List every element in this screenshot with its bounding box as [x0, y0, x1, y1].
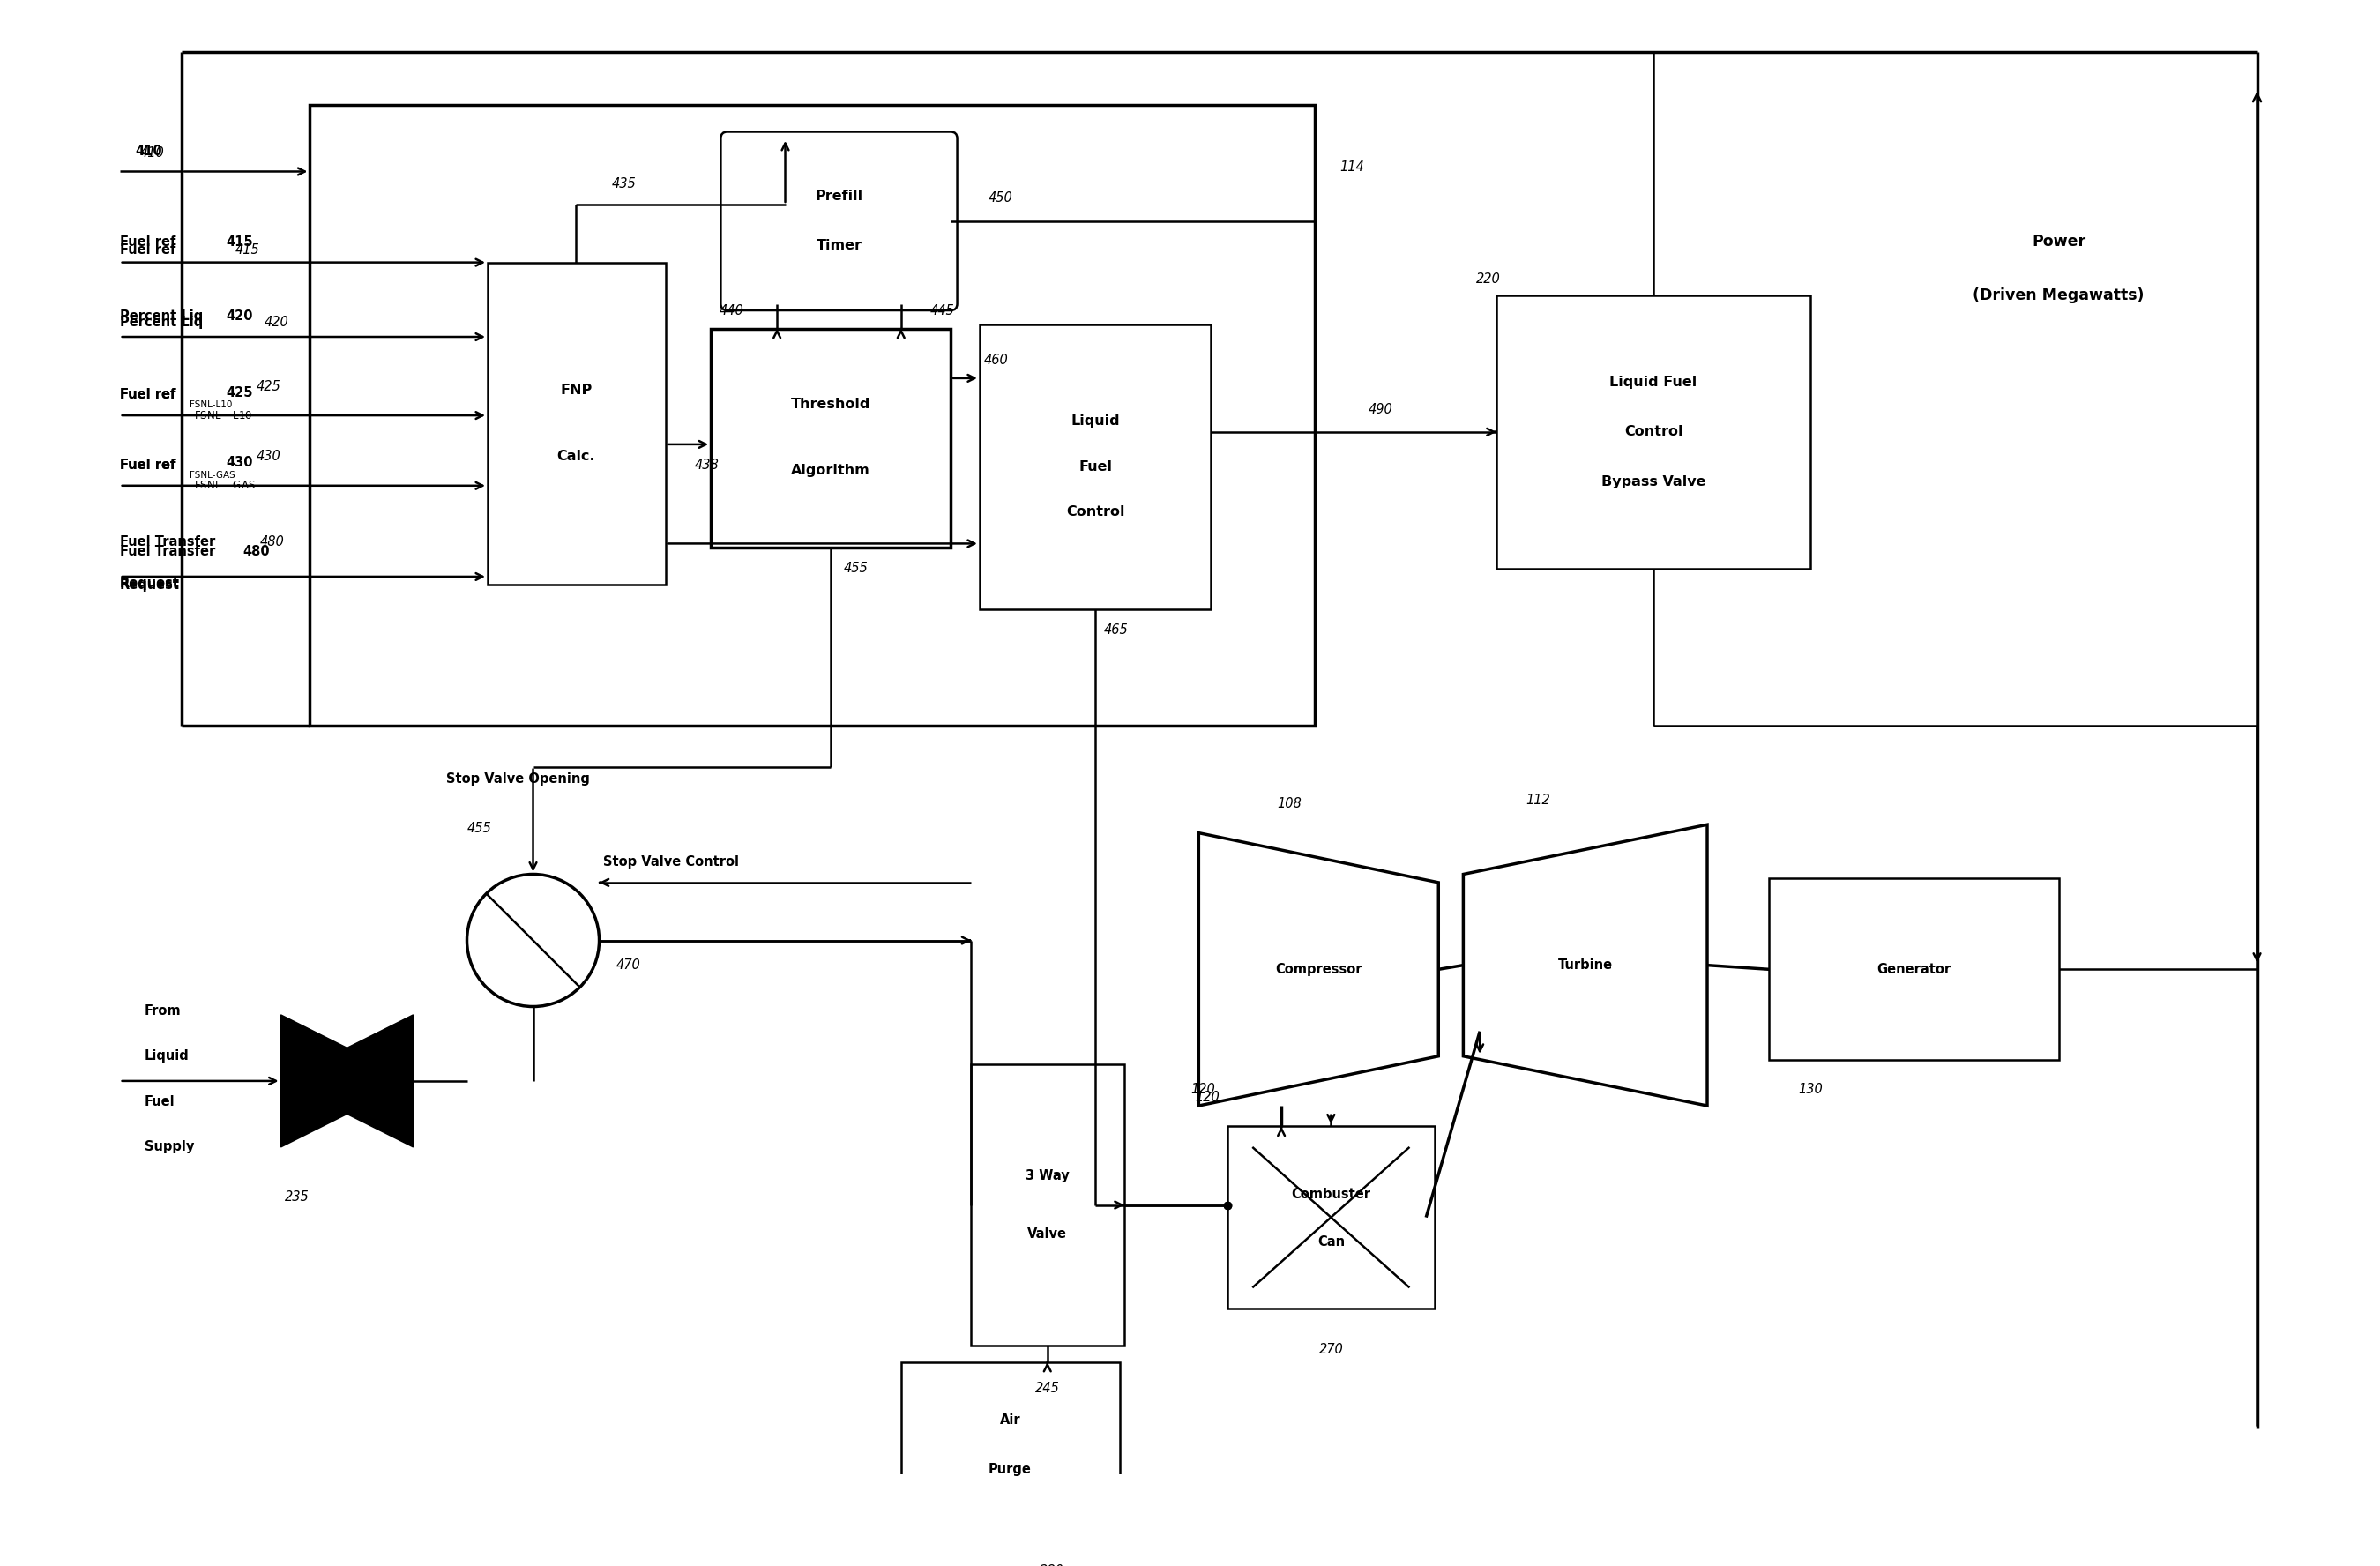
- Text: 490: 490: [1368, 402, 1392, 417]
- Text: 460: 460: [983, 354, 1009, 366]
- Text: Request: Request: [119, 576, 178, 590]
- Text: 420: 420: [264, 315, 288, 329]
- Text: 220: 220: [1476, 272, 1499, 285]
- Text: Fuel ref: Fuel ref: [119, 388, 176, 401]
- Text: 430: 430: [257, 449, 281, 464]
- Text: Fuel ref: Fuel ref: [119, 243, 176, 257]
- Text: 108: 108: [1278, 797, 1302, 811]
- Text: Purge: Purge: [988, 1463, 1031, 1477]
- Text: 415: 415: [236, 243, 259, 257]
- Polygon shape: [1464, 825, 1706, 1106]
- Text: Control: Control: [1066, 506, 1126, 518]
- Text: 455: 455: [843, 562, 869, 575]
- Text: 410: 410: [136, 144, 162, 158]
- Text: 3 Way: 3 Way: [1026, 1170, 1069, 1182]
- Text: Percent Liq: Percent Liq: [119, 310, 202, 323]
- Text: 465: 465: [1104, 623, 1128, 637]
- Text: Request: Request: [119, 578, 178, 592]
- Text: Bypass Valve: Bypass Valve: [1602, 474, 1706, 489]
- FancyBboxPatch shape: [721, 132, 957, 310]
- Text: 438: 438: [695, 459, 719, 471]
- Text: Liquid Fuel: Liquid Fuel: [1609, 376, 1697, 388]
- Text: 480: 480: [259, 536, 286, 548]
- Text: 112: 112: [1526, 794, 1549, 806]
- Text: (Driven Megawatts): (Driven Megawatts): [1973, 288, 2144, 304]
- Text: Combuster: Combuster: [1292, 1187, 1371, 1201]
- Bar: [712, 329, 950, 548]
- Text: 420: 420: [226, 310, 252, 323]
- Text: 270: 270: [1319, 1344, 1342, 1356]
- Text: Liquid: Liquid: [145, 1049, 190, 1063]
- Polygon shape: [281, 1015, 414, 1148]
- Text: 114: 114: [1340, 161, 1364, 174]
- Text: 480: 480: [243, 545, 269, 559]
- Text: Fuel: Fuel: [145, 1095, 176, 1109]
- Bar: [488, 263, 666, 584]
- Text: 280: 280: [1040, 1564, 1064, 1566]
- Text: From: From: [145, 1004, 181, 1018]
- Text: Liquid: Liquid: [1071, 415, 1121, 428]
- Text: Stop Valve Control: Stop Valve Control: [605, 855, 740, 869]
- Text: Turbine: Turbine: [1559, 958, 1614, 972]
- Bar: [981, 324, 1211, 609]
- Text: 450: 450: [988, 191, 1012, 205]
- Text: 245: 245: [1035, 1381, 1059, 1395]
- Text: 415: 415: [226, 235, 252, 249]
- Text: Stop Valve Opening: Stop Valve Opening: [447, 772, 590, 786]
- Text: 445: 445: [931, 304, 954, 316]
- Text: Prefill: Prefill: [814, 189, 864, 204]
- Text: Fuel ref: Fuel ref: [119, 459, 176, 471]
- Text: 235: 235: [286, 1190, 309, 1203]
- Text: Fuel ref: Fuel ref: [119, 459, 176, 471]
- Bar: [1228, 1126, 1435, 1308]
- Text: 425: 425: [226, 387, 252, 399]
- Text: Supply: Supply: [145, 1140, 195, 1154]
- Bar: [1497, 296, 1811, 568]
- Text: Calc.: Calc.: [557, 449, 595, 464]
- Text: Valve: Valve: [1028, 1228, 1066, 1240]
- Text: Generator: Generator: [1878, 963, 1952, 976]
- Text: Control: Control: [1623, 426, 1683, 438]
- Text: Algorithm: Algorithm: [790, 464, 871, 478]
- Text: FSNL-GAS: FSNL-GAS: [190, 470, 236, 479]
- Text: 130: 130: [1799, 1082, 1823, 1096]
- Polygon shape: [1200, 833, 1438, 1106]
- Text: Percent Liq: Percent Liq: [119, 315, 202, 329]
- Text: Timer: Timer: [816, 240, 862, 252]
- Text: Fuel: Fuel: [1078, 460, 1111, 473]
- Text: $\mathregular{FSNL-L10}$: $\mathregular{FSNL-L10}$: [195, 410, 252, 421]
- Polygon shape: [281, 1015, 414, 1148]
- Text: FSNL-L10: FSNL-L10: [190, 401, 233, 409]
- Text: Power: Power: [2033, 233, 2085, 249]
- Text: 410: 410: [140, 147, 164, 160]
- Bar: [902, 1362, 1121, 1527]
- Text: 440: 440: [719, 304, 745, 316]
- Bar: [971, 1065, 1123, 1345]
- Text: Compressor: Compressor: [1276, 963, 1361, 976]
- Text: 455: 455: [466, 822, 493, 835]
- Text: 435: 435: [612, 177, 635, 191]
- Text: $\mathregular{FSNL-GAS}$: $\mathregular{FSNL-GAS}$: [195, 479, 255, 492]
- Text: FNP: FNP: [559, 384, 593, 398]
- Text: Fuel ref: Fuel ref: [119, 235, 176, 249]
- Text: 120: 120: [1190, 1082, 1216, 1096]
- Text: Fuel Transfer: Fuel Transfer: [119, 536, 214, 548]
- Text: Threshold: Threshold: [790, 398, 871, 412]
- Text: 425: 425: [257, 381, 281, 393]
- Text: Can: Can: [1316, 1236, 1345, 1248]
- Text: Air: Air: [1000, 1414, 1021, 1427]
- Bar: [1768, 879, 2059, 1060]
- Text: Fuel Transfer: Fuel Transfer: [119, 545, 214, 559]
- Circle shape: [466, 874, 600, 1007]
- Bar: [309, 105, 1314, 725]
- Text: 470: 470: [616, 958, 640, 972]
- Text: 120: 120: [1195, 1092, 1219, 1104]
- Text: Fuel ref: Fuel ref: [119, 388, 176, 401]
- Text: 430: 430: [226, 456, 252, 470]
